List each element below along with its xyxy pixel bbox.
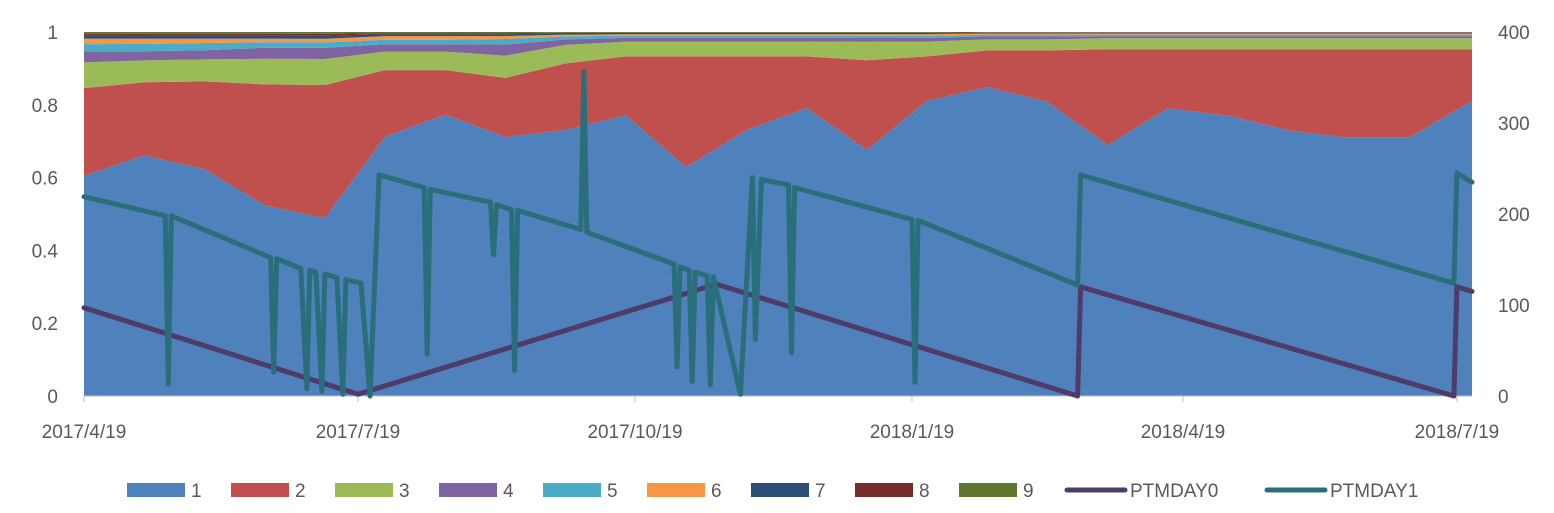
area-series-8 [84,32,1472,36]
legend-swatch-3 [335,483,393,497]
legend-label-ptmday1: PTMDAY1 [1330,481,1418,502]
y-right-tick-label: 300 [1498,114,1530,135]
legend-swatch-1 [127,483,185,497]
legend-label-7: 7 [815,481,826,502]
area-series-4 [84,36,1472,63]
axes-layer [83,395,1472,402]
legend-label-1: 1 [191,481,202,502]
legend-swatch-7 [751,483,809,497]
area-series-2 [84,49,1472,219]
area-series-3 [84,38,1472,89]
legend-swatch-6 [647,483,705,497]
line-series-ptmday0 [81,281,1475,399]
legend-label-5: 5 [607,481,618,502]
y-left-tick-label: 0.8 [32,96,58,117]
legend-label-4: 4 [503,481,514,502]
x-tick-label: 2017/4/19 [42,422,127,443]
legend-swatch-4 [439,483,497,497]
area-series-6 [84,33,1472,45]
legend-label-9: 9 [1023,481,1034,502]
y-left-tick-label: 0.6 [32,169,58,190]
y-left-tick-label: 0 [47,387,58,408]
legend-label-8: 8 [919,481,930,502]
area-series-layer [84,32,1472,396]
y-right-tick-label: 100 [1498,296,1530,317]
legend-swatch-2 [231,483,289,497]
area-series-9 [84,32,1472,34]
x-tick-label: 2017/10/19 [587,422,682,443]
y-left-tick-label: 0.2 [32,314,58,335]
legend: 1 2 3 4 5 6 7 8 9 PTMDAY0 PTMDAY1 [127,481,1418,502]
legend-label-3: 3 [399,481,410,502]
y-right-tick-label: 400 [1498,23,1530,44]
line-series-ptmday1 [81,68,1475,399]
legend-swatch-8 [855,483,913,497]
tick-labels-layer: 0 0.2 0.4 0.6 0.8 1 0 100 200 300 400 2017/4/19 2017… [32,23,1530,443]
y-left-tick-label: 0.4 [32,241,59,262]
legend-swatch-5 [543,483,601,497]
legend-label-2: 2 [295,481,306,502]
y-right-tick-label: 200 [1498,205,1530,226]
area-series-5 [84,34,1472,52]
x-tick-label: 2018/1/19 [870,422,955,443]
y-right-tick-label: 0 [1498,387,1509,408]
x-tick-label: 2018/4/19 [1141,422,1226,443]
x-tick-label: 2018/7/19 [1415,422,1500,443]
legend-swatch-9 [959,483,1017,497]
line-series-layer [81,68,1475,399]
legend-label-ptmday0: PTMDAY0 [1130,481,1218,502]
area-series-1 [84,87,1472,396]
legend-label-6: 6 [711,481,722,502]
y-left-tick-label: 1 [47,23,58,44]
x-tick-label: 2017/7/19 [316,422,401,443]
